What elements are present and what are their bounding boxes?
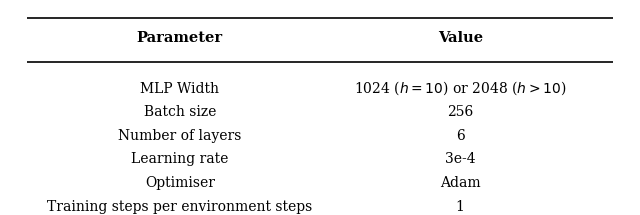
Text: Value: Value [438, 31, 483, 45]
Text: Training steps per environment steps: Training steps per environment steps [47, 200, 312, 214]
Text: Batch size: Batch size [143, 105, 216, 119]
Text: Parameter: Parameter [137, 31, 223, 45]
Text: Learning rate: Learning rate [131, 152, 228, 166]
Text: Optimiser: Optimiser [145, 176, 215, 190]
Text: MLP Width: MLP Width [140, 82, 220, 96]
Text: 1: 1 [456, 200, 465, 214]
Text: 1024 ($h = 10$) or 2048 ($h > 10$): 1024 ($h = 10$) or 2048 ($h > 10$) [354, 80, 566, 97]
Text: 3e-4: 3e-4 [445, 152, 476, 166]
Text: Number of layers: Number of layers [118, 129, 241, 143]
Text: 6: 6 [456, 129, 465, 143]
Text: 256: 256 [447, 105, 474, 119]
Text: Adam: Adam [440, 176, 481, 190]
